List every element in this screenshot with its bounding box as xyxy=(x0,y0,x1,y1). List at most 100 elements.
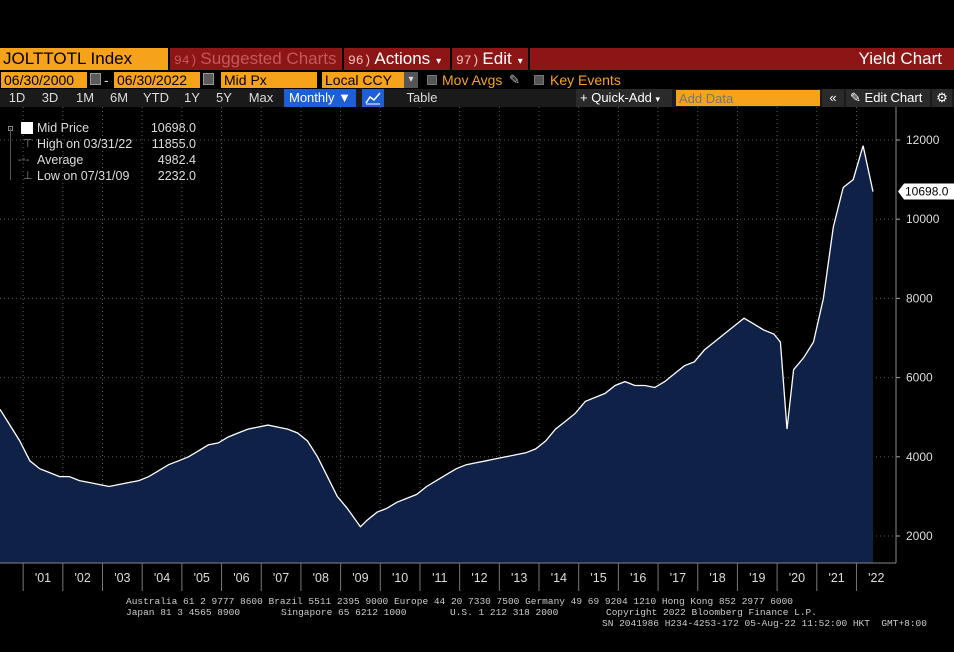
suggested-charts-label: Suggested Charts xyxy=(200,49,337,68)
y-tick-label: 8000 xyxy=(906,291,933,305)
footer-session-info: SN 2041986 H234-4253-172 05-Aug-22 11:52… xyxy=(602,618,927,629)
legend-value: 10698.0 xyxy=(150,121,196,135)
x-tick-label: '19 xyxy=(749,571,765,585)
collapse-double-chevron-icon[interactable]: « xyxy=(822,89,844,107)
x-tick-label: '01 xyxy=(35,571,51,585)
plus-icon: + xyxy=(580,90,588,105)
frequency-label: Monthly xyxy=(288,90,335,105)
currency-select[interactable]: Local CCY xyxy=(322,72,404,88)
edit-chart-button[interactable]: ✎ Edit Chart xyxy=(846,89,930,107)
series-area xyxy=(0,145,873,563)
average-marker-icon: -◦- xyxy=(18,154,30,166)
x-tick-label: '08 xyxy=(313,571,329,585)
end-calendar-icon[interactable] xyxy=(203,73,214,85)
x-tick-label: '03 xyxy=(114,571,130,585)
edit-caret-icon: ▾ xyxy=(517,56,523,67)
period-3d-button[interactable]: 3D xyxy=(41,90,59,105)
x-tick-label: '14 xyxy=(551,571,567,585)
x-tick-label: '06 xyxy=(233,571,249,585)
edit-menu[interactable]: 97) Edit ▾ xyxy=(452,48,528,70)
edit-chart-label: Edit Chart xyxy=(864,90,923,105)
x-tick-label: '09 xyxy=(352,571,368,585)
pencil-icon[interactable]: ✎ xyxy=(509,72,520,87)
frequency-select[interactable]: Monthly ▼ xyxy=(284,89,356,107)
actions-menu[interactable]: 96) Actions ▾ xyxy=(344,48,450,70)
start-date-field[interactable]: 06/30/2000 xyxy=(1,72,87,88)
settings-bar: 06/30/2000 - 06/30/2022 Mid Px Local CCY… xyxy=(0,71,954,89)
line-chart-icon[interactable] xyxy=(362,89,384,107)
mov-avgs-checkbox[interactable] xyxy=(427,75,437,85)
legend-label: Mid Price xyxy=(37,121,90,135)
y-tick-label: 12000 xyxy=(906,133,940,147)
legend-value: 4982.4 xyxy=(157,153,196,167)
series-color-swatch xyxy=(21,122,33,134)
low-marker-icon: ⊥ xyxy=(23,170,33,182)
period-max-button[interactable]: Max xyxy=(248,90,274,105)
y-tick-label: 6000 xyxy=(906,371,933,385)
x-tick-label: '21 xyxy=(828,571,844,585)
x-tick-label: '07 xyxy=(273,571,289,585)
x-tick-label: '11 xyxy=(432,571,447,585)
add-data-input[interactable] xyxy=(676,90,820,106)
y-tick-label: 10000 xyxy=(906,212,940,226)
footer-copyright: Copyright 2022 Bloomberg Finance L.P. xyxy=(606,607,817,618)
y-axis: 2000 4000 6000 8000 10000 12000 xyxy=(895,107,940,563)
legend: Mid Price 10698.0 ⊤ High on 03/31/22 118… xyxy=(6,118,202,188)
last-value-text: 10698.0 xyxy=(905,185,949,199)
x-tick-label: '04 xyxy=(154,571,170,585)
gear-icon[interactable]: ⚙ xyxy=(932,89,952,107)
currency-dropdown-icon[interactable]: ▾ xyxy=(404,72,418,88)
period-6m-button[interactable]: 6M xyxy=(109,90,129,105)
footer-phone-line-1: Australia 61 2 9777 8600 Brazil 5511 239… xyxy=(126,596,794,607)
edit-label: Edit xyxy=(482,49,512,68)
suggested-charts-number: 94) xyxy=(174,53,198,68)
x-tick-label: '02 xyxy=(75,571,91,585)
legend-row-mid-price: Mid Price 10698.0 xyxy=(6,120,202,136)
chart-area: 2000 4000 6000 8000 10000 12000 '01 '02 '03 '04 '… xyxy=(0,107,954,597)
end-date-field[interactable]: 06/30/2022 xyxy=(114,72,200,88)
period-1m-button[interactable]: 1M xyxy=(75,90,95,105)
quick-add-caret-icon: ▾ xyxy=(655,94,661,104)
table-button[interactable]: Table xyxy=(406,90,438,105)
legend-row-average: -◦- Average 4982.4 xyxy=(6,152,202,168)
frequency-caret-icon: ▼ xyxy=(338,90,352,105)
quick-add-label: Quick-Add xyxy=(591,90,652,105)
yield-chart-title: Yield Chart xyxy=(530,48,954,70)
footer: Australia 61 2 9777 8600 Brazil 5511 239… xyxy=(0,596,954,632)
footer-phone-singapore: Singapore 65 6212 1000 xyxy=(281,607,407,618)
last-value-tag: 10698.0 xyxy=(898,183,954,200)
suggested-charts-menu[interactable]: 94) Suggested Charts xyxy=(170,48,342,70)
x-tick-label: '22 xyxy=(868,571,884,585)
key-events-checkbox[interactable] xyxy=(534,75,544,85)
edit-number: 97) xyxy=(456,53,480,68)
header-bar: JOLTTOTL Index 94) Suggested Charts 96) Ac… xyxy=(0,48,954,70)
x-tick-label: '15 xyxy=(590,571,606,585)
x-tick-label: '18 xyxy=(709,571,725,585)
ticker-field[interactable]: JOLTTOTL Index xyxy=(0,48,168,70)
edit-chart-pencil-icon: ✎ xyxy=(850,90,861,105)
period-1d-button[interactable]: 1D xyxy=(8,90,26,105)
legend-label: Average xyxy=(37,153,84,167)
y-tick-label: 4000 xyxy=(906,450,933,464)
actions-label: Actions xyxy=(374,49,431,68)
x-tick-label: '12 xyxy=(471,571,487,585)
x-tick-label: '16 xyxy=(630,571,646,585)
quick-add-button[interactable]: + Quick-Add ▾ xyxy=(576,89,672,107)
x-tick-label: '05 xyxy=(194,571,210,585)
period-toolbar: 1D 3D 1M 6M YTD 1Y 5Y Max Monthly ▼ Tabl… xyxy=(0,89,954,107)
x-tick-label: '13 xyxy=(511,571,527,585)
mov-avgs-label: Mov Avgs xyxy=(442,72,503,88)
y-tick-label: 2000 xyxy=(906,529,933,543)
x-tick-label: '17 xyxy=(670,571,686,585)
start-calendar-icon[interactable] xyxy=(90,73,101,85)
period-1y-button[interactable]: 1Y xyxy=(184,90,200,105)
legend-row-low: ⊥ Low on 07/31/09 2232.0 xyxy=(6,168,202,184)
actions-number: 96) xyxy=(348,53,372,68)
legend-label: High on 03/31/22 xyxy=(37,137,133,151)
period-ytd-button[interactable]: YTD xyxy=(143,90,169,105)
legend-row-high: ⊤ High on 03/31/22 11855.0 xyxy=(6,136,202,152)
series-line xyxy=(0,145,874,528)
price-field-select[interactable]: Mid Px xyxy=(221,72,317,88)
period-5y-button[interactable]: 5Y xyxy=(216,90,232,105)
last-value-tag-background xyxy=(898,183,954,200)
